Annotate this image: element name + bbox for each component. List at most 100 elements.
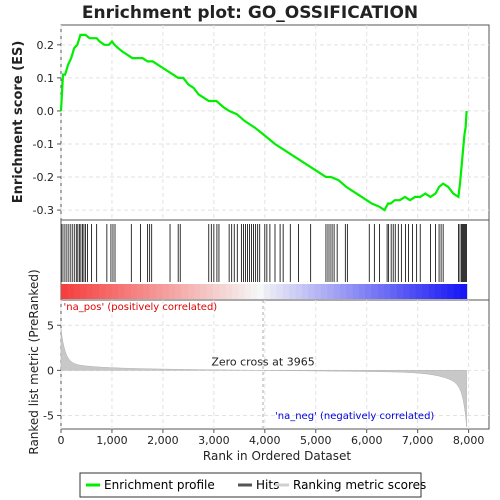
color-band-seg-56 [415, 284, 423, 299]
color-band-seg-53 [396, 284, 404, 299]
es-y-tick-label-4: -0.2 [33, 171, 54, 184]
color-band-seg-24 [213, 284, 221, 299]
color-band-seg-59 [434, 284, 442, 299]
color-band-seg-54 [403, 284, 411, 299]
legend-enrichment-label: Enrichment profile [104, 478, 215, 492]
es-panel: 0.2 0.1 0.0 -0.1 -0.2 -0.3 Enrichment score (… [11, 24, 490, 221]
color-band-seg-29 [244, 284, 252, 299]
es-y-tick-label-1: 0.1 [37, 72, 55, 85]
color-band-seg-16 [162, 284, 170, 299]
hit-lines [61, 224, 467, 282]
color-band-seg-61 [447, 284, 455, 299]
color-band-seg-20 [187, 284, 195, 299]
color-band-seg-41 [320, 284, 328, 299]
x-tick-label-6: 6,000 [351, 434, 383, 447]
x-tick-label-4: 4,000 [249, 434, 281, 447]
color-band-seg-44 [339, 284, 347, 299]
x-tick-label-8: 8,000 [453, 434, 485, 447]
color-band-seg-46 [352, 284, 360, 299]
color-band-seg-60 [441, 284, 449, 299]
color-band-seg-11 [130, 284, 138, 299]
color-band-seg-37 [295, 284, 303, 299]
x-tick-label-3: 3,000 [198, 434, 230, 447]
color-band-seg-50 [377, 284, 385, 299]
color-band-seg-47 [358, 284, 366, 299]
color-band-seg-42 [327, 284, 335, 299]
ranking-color-band [61, 284, 468, 299]
color-band-seg-36 [289, 284, 297, 299]
ranked-panel: 5 0 -5 0 1,000 2,000 3,000 4,000 5,000 6,000 7,00… [27, 269, 490, 463]
rank-x-ticks: 0 1,000 2,000 3,000 4,000 5,000 6,000 7,000 8,00… [58, 429, 485, 447]
zero-cross-label: Zero cross at 3965 [211, 355, 314, 368]
rank-y-tick-label-2: -5 [43, 409, 54, 422]
color-band-seg-39 [308, 284, 316, 299]
legend-ranking-label: Ranking metric scores [293, 478, 426, 492]
color-band-seg-57 [422, 284, 430, 299]
x-tick-label-5: 5,000 [300, 434, 332, 447]
x-tick-label-7: 7,000 [402, 434, 434, 447]
color-band-seg-28 [238, 284, 246, 299]
color-band-seg-17 [168, 284, 176, 299]
color-band-seg-9 [118, 284, 125, 299]
color-band-seg-30 [251, 284, 259, 299]
negative-correlation-label: 'na_neg' (negatively correlated) [275, 411, 434, 422]
color-band-seg-1 [67, 284, 75, 299]
ranked-y-axis-label: Ranked list metric (PreRanked) [27, 269, 41, 454]
color-band-seg-21 [194, 284, 202, 299]
color-band-seg-38 [301, 284, 309, 299]
color-band-seg-23 [206, 284, 214, 299]
rank-y-tick-label-0: 5 [47, 319, 54, 332]
color-band-seg-32 [263, 284, 271, 299]
x-tick-label-0: 0 [58, 434, 65, 447]
color-band-seg-43 [333, 284, 341, 299]
positive-correlation-label: 'na_pos' (positively correlated) [64, 302, 218, 313]
color-band-seg-10 [124, 284, 132, 299]
color-band-seg-8 [111, 284, 119, 299]
color-band-seg-5 [92, 284, 100, 299]
color-band-seg-19 [181, 284, 189, 299]
color-band-seg-35 [282, 284, 290, 299]
enrichment-profile-line [59, 33, 468, 212]
x-axis-label: Rank in Ordered Dataset [203, 449, 351, 463]
color-band-seg-62 [453, 284, 461, 299]
color-band-seg-45 [346, 284, 354, 299]
color-band-seg-58 [428, 284, 436, 299]
legend-hits-label: Hits [256, 478, 279, 492]
color-band-seg-31 [257, 284, 265, 299]
color-band-seg-33 [270, 284, 278, 299]
color-band-seg-40 [314, 284, 322, 299]
es-y-tick-label-0: 0.2 [37, 39, 55, 52]
color-band-seg-12 [137, 284, 144, 299]
ranking-metric-area [60, 328, 467, 427]
rank-y-ticks: 5 0 -5 [43, 319, 61, 422]
color-band-seg-4 [86, 284, 94, 299]
color-band-seg-15 [156, 284, 163, 299]
color-band-seg-34 [276, 284, 284, 299]
es-y-tick-label-5: -0.3 [33, 204, 54, 217]
es-y-ticks: 0.2 0.1 0.0 -0.1 -0.2 -0.3 [33, 39, 61, 217]
es-y-tick-label-3: -0.1 [33, 138, 54, 151]
es-y-tick-label-2: 0.0 [37, 105, 55, 118]
color-band-seg-14 [149, 284, 157, 299]
x-tick-label-1: 1,000 [96, 434, 128, 447]
color-band-seg-52 [390, 284, 398, 299]
color-band-seg-63 [460, 284, 468, 299]
color-band-seg-6 [99, 284, 106, 299]
color-band-seg-55 [409, 284, 417, 299]
rank-y-tick-label-1: 0 [47, 364, 54, 377]
legend: Enrichment profile Hits Ranking metric s… [79, 472, 426, 498]
color-band-seg-49 [371, 284, 379, 299]
chart-title: Enrichment plot: GO_OSSIFICATION [82, 3, 418, 23]
es-y-axis-label: Enrichment score (ES) [11, 41, 26, 204]
color-band-seg-25 [219, 284, 227, 299]
color-band-seg-3 [80, 284, 87, 299]
color-band-seg-18 [175, 284, 183, 299]
x-tick-label-2: 2,000 [147, 434, 179, 447]
color-band-seg-13 [143, 284, 151, 299]
hits-panel [60, 219, 490, 301]
color-band-seg-26 [225, 284, 233, 299]
color-band-seg-22 [200, 284, 208, 299]
color-band-seg-27 [232, 284, 240, 299]
color-band-seg-2 [73, 284, 81, 299]
